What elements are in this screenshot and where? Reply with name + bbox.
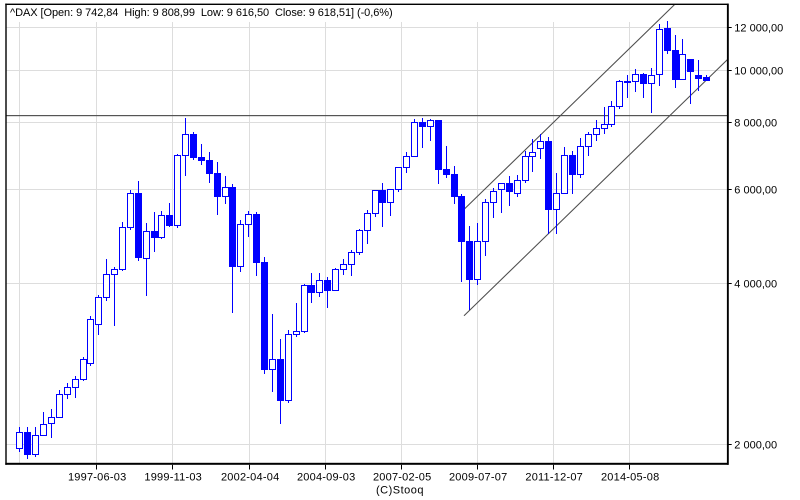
svg-text:2014-05-08: 2014-05-08	[601, 472, 659, 484]
svg-text:2009-07-07: 2009-07-07	[449, 472, 507, 484]
svg-text:2004-09-03: 2004-09-03	[297, 472, 355, 484]
svg-text:2 000,00: 2 000,00	[734, 440, 777, 452]
svg-text:10 000,00: 10 000,00	[734, 66, 783, 78]
svg-text:2007-02-05: 2007-02-05	[373, 472, 431, 484]
svg-text:6 000,00: 6 000,00	[734, 185, 777, 197]
svg-text:^DAX [Open: 9 742,84 High: 9: ^DAX [Open: 9 742,84 High: 9 808,99 Low:…	[10, 7, 393, 19]
svg-text:4 000,00: 4 000,00	[734, 279, 777, 291]
svg-text:(C)Stooq: (C)Stooq	[376, 485, 424, 497]
svg-text:12 000,00: 12 000,00	[734, 23, 783, 35]
svg-text:1999-11-03: 1999-11-03	[144, 472, 202, 484]
svg-text:2002-04-04: 2002-04-04	[221, 472, 279, 484]
svg-text:8 000,00: 8 000,00	[734, 118, 777, 130]
svg-text:2011-12-07: 2011-12-07	[525, 472, 583, 484]
svg-text:1997-06-03: 1997-06-03	[68, 472, 126, 484]
